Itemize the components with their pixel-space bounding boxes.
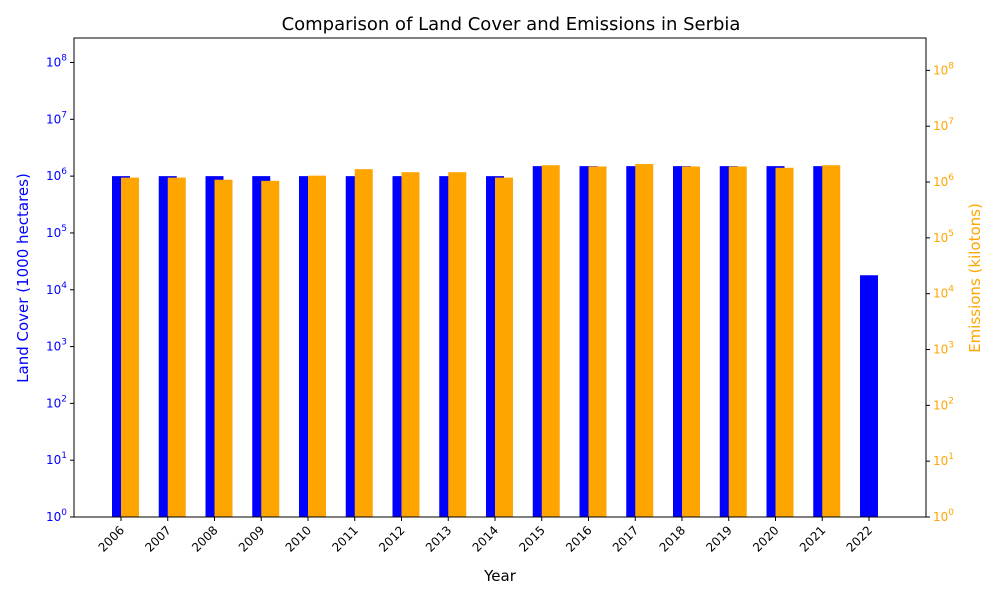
bar-right-2006 [121,177,139,518]
bar-right-2013 [448,172,467,517]
x-tick-label: 2009 [236,523,267,554]
chart-title: Comparison of Land Cover and Emissions i… [282,14,741,35]
x-tick-label: 2010 [283,523,314,554]
left-axis-label: Land Cover (1000 hectares) [14,173,32,383]
bar-right-2010 [308,175,326,518]
left-axis-ticks: 100 101 102 103 104 105 106 107 108 [46,54,74,524]
right-tick-label: 106 [933,173,954,189]
right-tick-label: 104 [933,285,954,301]
right-axis-ticks: 100 101 102 103 104 105 106 107 108 [926,61,954,524]
left-tick-label: 106 [46,167,67,183]
bar-right-2021 [822,165,841,517]
bar-right-2014 [495,177,513,518]
right-tick-label: 107 [933,117,954,133]
bar-right-2019 [728,166,747,518]
x-tick-label: 2019 [703,523,734,554]
left-tick-label: 102 [46,394,67,410]
bar-right-2020 [775,167,794,517]
x-tick-label: 2013 [423,523,454,554]
left-tick-label: 103 [46,338,67,354]
x-tick-label: 2020 [750,523,781,554]
x-tick-label: 2011 [329,523,360,554]
x-tick-label: 2017 [610,523,641,554]
left-tick-label: 100 [46,508,67,524]
bar-right-2016 [588,166,607,518]
x-tick-label: 2014 [470,523,501,554]
right-tick-label: 102 [933,396,954,412]
x-tick-label: 2018 [657,523,688,554]
left-tick-label: 104 [46,281,67,297]
bar-right-2007 [167,177,186,518]
left-tick-label: 107 [46,110,67,126]
x-axis-label: Year [483,567,517,585]
x-tick-label: 2007 [142,523,173,554]
left-tick-label: 105 [46,224,67,240]
bar-right-2018 [682,166,700,518]
x-tick-label: 2012 [376,523,407,554]
bar-left-2022 [860,275,878,517]
bar-right-2009 [261,180,280,517]
right-tick-label: 108 [933,61,954,77]
x-tick-label: 2006 [96,523,127,554]
plot-frame [73,37,927,518]
bar-right-2015 [541,165,560,517]
bar-right-2012 [401,172,420,517]
right-axis-label: Emissions (kilotons) [966,203,984,353]
right-tick-label: 100 [933,508,954,524]
bar-right-2017 [635,164,654,518]
x-tick-label: 2015 [516,523,547,554]
left-tick-label: 101 [46,451,67,467]
x-axis-ticks: 2006 2007 2008 2009 2010 2011 2012 2013 2014 2015… [96,517,875,555]
right-tick-label: 105 [933,229,954,245]
left-tick-label: 108 [46,54,67,70]
right-tick-label: 103 [933,341,954,357]
x-tick-label: 2022 [844,523,875,554]
bar-right-2008 [214,179,233,517]
right-tick-label: 101 [933,452,954,468]
x-tick-label: 2021 [797,523,828,554]
bars-group [112,164,878,518]
bar-right-2011 [354,169,373,517]
x-tick-label: 2016 [563,523,594,554]
x-tick-label: 2008 [189,523,220,554]
